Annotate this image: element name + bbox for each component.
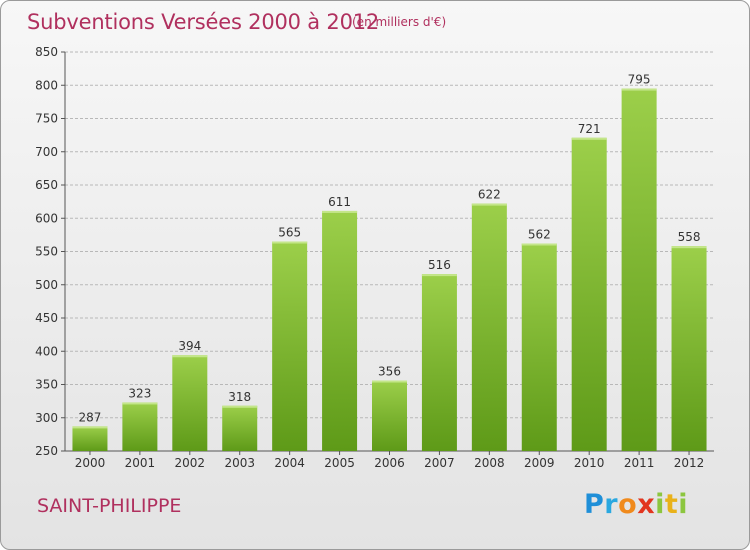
y-tick-label: 400: [35, 344, 58, 358]
data-label: 558: [678, 230, 701, 244]
bar-highlight: [421, 274, 457, 277]
y-tick-label: 850: [35, 45, 58, 59]
proxiti-logo: Proxiti: [584, 489, 688, 520]
x-tick-label: 2012: [674, 456, 705, 470]
bar-highlight: [521, 243, 557, 246]
bar-2007: [421, 274, 457, 451]
logo-letter: i: [655, 489, 665, 520]
x-tick-label: 2000: [75, 456, 106, 470]
x-tick-label: 2010: [574, 456, 605, 470]
y-tick-label: 700: [35, 145, 58, 159]
data-label: 318: [228, 390, 251, 404]
bar-2010: [571, 137, 607, 451]
logo-letter: o: [618, 489, 638, 520]
logo-letter: x: [637, 489, 656, 520]
y-tick-label: 500: [35, 278, 58, 292]
bar-2005: [322, 210, 358, 451]
bar-highlight: [222, 405, 258, 408]
bar-2001: [122, 402, 158, 451]
y-tick-label: 550: [35, 245, 58, 259]
x-tick-label: 2007: [424, 456, 455, 470]
bar-highlight: [571, 137, 607, 140]
data-label: 356: [378, 365, 401, 379]
bar-2002: [172, 355, 208, 451]
bar-2004: [272, 241, 308, 451]
data-label: 611: [328, 195, 351, 209]
bar-highlight: [471, 203, 507, 206]
data-label: 516: [428, 258, 451, 272]
labels: 250 300 350 400 450 500 550 600 650 700 750 800 850 2…: [35, 45, 704, 470]
bar-highlight: [72, 426, 108, 429]
y-tick-label: 750: [35, 112, 58, 126]
bar-2003: [222, 405, 258, 451]
x-tick-label: 2005: [324, 456, 355, 470]
y-tick-label: 450: [35, 311, 58, 325]
bar-highlight: [272, 241, 308, 244]
data-label: 565: [278, 226, 301, 240]
x-tick-label: 2006: [374, 456, 405, 470]
data-label: 795: [628, 73, 651, 87]
data-label: 287: [79, 410, 102, 424]
chart-title: Subventions Versées 2000 à 2012: [27, 10, 380, 34]
logo-letter: P: [584, 489, 605, 520]
y-tick-label: 800: [35, 78, 58, 92]
y-tick-label: 600: [35, 211, 58, 225]
data-label: 721: [578, 122, 601, 136]
data-label: 562: [528, 228, 551, 242]
x-tick-label: 2009: [524, 456, 555, 470]
bar-2000: [72, 426, 108, 451]
bar-2012: [671, 246, 707, 451]
bar-highlight: [671, 246, 707, 249]
x-tick-label: 2008: [474, 456, 505, 470]
logo-letter: t: [664, 489, 679, 520]
data-label: 323: [128, 386, 151, 400]
x-tick-label: 2004: [274, 456, 305, 470]
x-tick-label: 2003: [224, 456, 255, 470]
x-tick-label: 2002: [175, 456, 206, 470]
logo-letter: i: [678, 489, 689, 520]
bar-2006: [372, 380, 407, 451]
x-tick-label: 2011: [624, 456, 655, 470]
bar-highlight: [122, 402, 158, 405]
data-label: 622: [478, 188, 501, 202]
y-tick-label: 250: [35, 444, 58, 458]
bar-2011: [621, 88, 657, 451]
bars: [72, 88, 707, 451]
chart-subtitle: (en milliers d'€): [352, 15, 447, 29]
bar-highlight: [172, 355, 208, 358]
bar-2008: [471, 203, 507, 451]
y-tick-label: 650: [35, 178, 58, 192]
bar-highlight: [621, 88, 657, 91]
bar-highlight: [322, 210, 358, 213]
logo-letter: r: [604, 489, 619, 520]
x-tick-label: 2001: [125, 456, 156, 470]
y-tick-label: 350: [35, 378, 58, 392]
bar-2009: [521, 243, 557, 451]
bar-highlight: [372, 380, 407, 383]
commune-name: SAINT-PHILIPPE: [37, 495, 182, 517]
data-label: 394: [178, 339, 201, 353]
y-tick-label: 300: [35, 411, 58, 425]
